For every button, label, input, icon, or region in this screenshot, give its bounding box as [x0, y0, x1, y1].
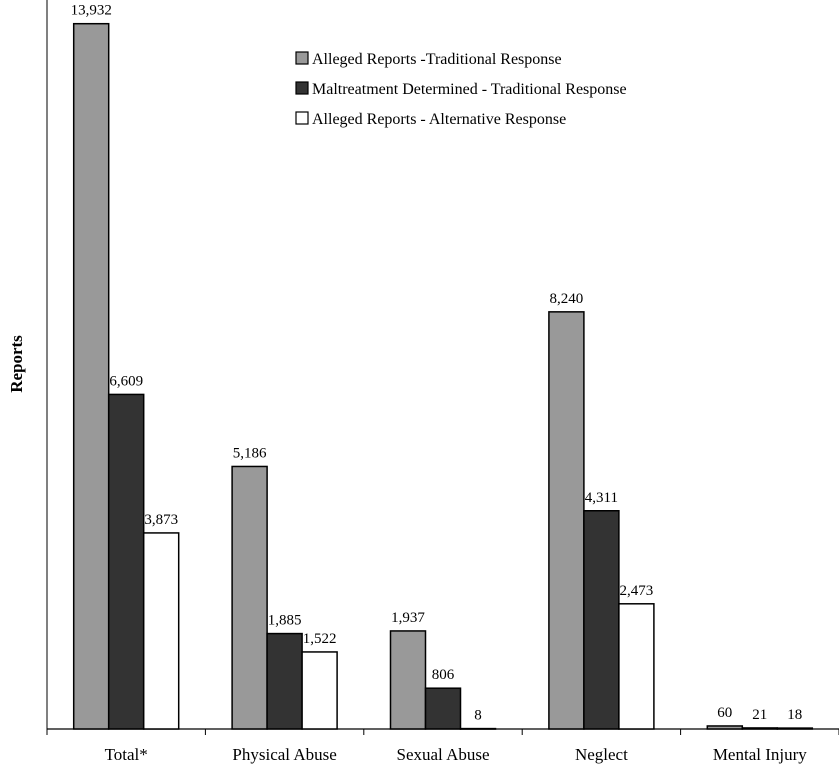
bar-physical-abuse-series-3	[301, 651, 338, 730]
data-label-sexual-abuse-series-2: 806	[432, 667, 455, 683]
legend: Alleged Reports -Traditional Response Mal…	[295, 51, 627, 128]
data-label-neglect-series-2: 4,311	[585, 490, 618, 506]
legend-label-1: Alleged Reports -Traditional Response	[312, 51, 562, 68]
data-label-total-series-3: 3,873	[144, 512, 178, 528]
legend-label-3: Alleged Reports - Alternative Response	[312, 111, 566, 128]
x-tick-label-neglect: Neglect	[575, 745, 628, 764]
data-label-mental-injury-series-1: 60	[717, 705, 732, 721]
legend-swatch-1	[295, 51, 309, 65]
data-label-mental-injury-series-2: 21	[752, 707, 767, 723]
bar-neglect-series-1	[548, 311, 585, 730]
bar-total-series-3	[142, 532, 180, 730]
bar-mental-injury-series-3	[776, 727, 814, 730]
data-label-neglect-series-3: 2,473	[620, 583, 654, 599]
x-tick-label-physical-abuse: Physical Abuse	[232, 745, 336, 764]
x-ticks-layer: Total* Physical Abuse Sexual Abuse Neglect M…	[46, 729, 839, 764]
legend-swatch-3	[295, 111, 309, 125]
bar-neglect-series-2	[583, 510, 620, 730]
x-tick-label-sexual-abuse: Sexual Abuse	[396, 745, 489, 764]
legend-label-2: Maltreatment Determined - Traditional Re…	[312, 81, 627, 98]
bar-neglect-series-3	[618, 603, 655, 730]
y-axis-label: Reports	[7, 335, 26, 393]
data-label-total-series-1: 13,932	[71, 3, 112, 19]
bar-total-series-2	[107, 393, 145, 730]
data-label-physical-abuse-series-3: 1,522	[303, 631, 337, 647]
bar-physical-abuse-series-2	[266, 632, 303, 730]
bar-sexual-abuse-series-3	[459, 727, 497, 730]
x-tick-label-total: Total*	[105, 745, 148, 764]
bar-sexual-abuse-series-1	[389, 630, 427, 730]
data-label-mental-injury-series-3: 18	[787, 707, 802, 723]
bars-layer	[72, 22, 814, 730]
bar-total-series-1	[72, 22, 110, 730]
data-label-total-series-2: 6,609	[109, 373, 143, 389]
data-label-neglect-series-1: 8,240	[550, 291, 584, 307]
bar-mental-injury-series-2	[741, 727, 779, 730]
data-label-physical-abuse-series-2: 1,885	[268, 613, 302, 629]
bar-physical-abuse-series-1	[231, 465, 268, 730]
bar-sexual-abuse-series-2	[424, 687, 462, 730]
legend-swatch-2	[295, 81, 309, 95]
bar-mental-injury-series-1	[706, 725, 744, 730]
x-tick-label-mental-injury: Mental Injury	[713, 745, 807, 764]
data-label-sexual-abuse-series-1: 1,937	[391, 610, 425, 626]
data-label-physical-abuse-series-1: 5,186	[233, 445, 267, 461]
data-label-sexual-abuse-series-3: 8	[474, 708, 482, 724]
